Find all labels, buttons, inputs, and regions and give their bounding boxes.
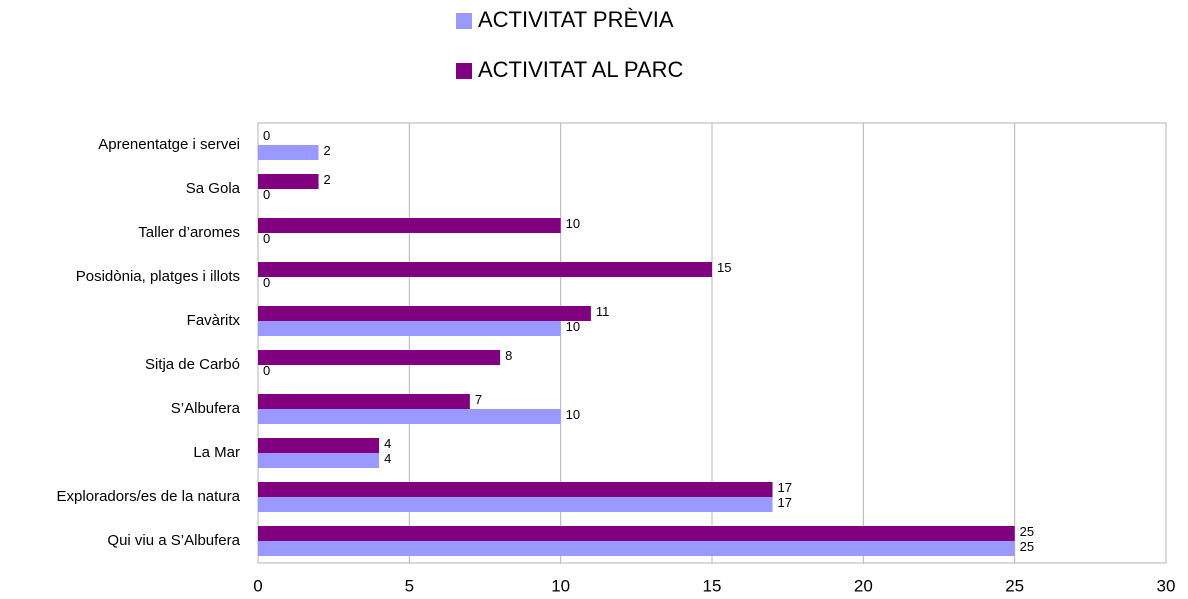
x-tick-label: 30: [1157, 576, 1176, 595]
plot-frame: [257, 122, 1167, 564]
bar: [258, 526, 1015, 541]
value-label: 17: [778, 480, 792, 495]
bar: [258, 541, 1015, 556]
value-label: 7: [475, 392, 482, 407]
value-label: 25: [1020, 539, 1034, 554]
value-label: 17: [778, 495, 792, 510]
legend-label: ACTIVITAT PRÈVIA: [478, 7, 674, 32]
bar: [258, 453, 380, 468]
value-label: 10: [566, 319, 580, 334]
y-tick-label: Sitja de Carbó: [145, 356, 240, 373]
value-label: 0: [263, 128, 270, 143]
value-label: 2: [324, 143, 331, 158]
value-label: 11: [596, 304, 610, 319]
bar: [258, 306, 591, 321]
bar: [258, 174, 319, 189]
legend-swatch: [456, 63, 472, 79]
bar: [258, 350, 501, 365]
legend-swatch: [456, 13, 472, 29]
value-label: 25: [1020, 524, 1034, 539]
value-label: 0: [263, 231, 270, 246]
bar: [258, 409, 561, 424]
x-tick-label: 25: [1005, 576, 1024, 595]
value-label: 0: [263, 187, 270, 202]
x-tick-label: 10: [551, 576, 570, 595]
x-tick-label: 15: [703, 576, 722, 595]
y-tick-label: Favàritx: [187, 312, 241, 329]
value-label: 10: [566, 407, 580, 422]
value-label: 4: [384, 436, 391, 451]
bar: [258, 145, 319, 160]
bar: [258, 497, 773, 512]
value-label: 15: [717, 260, 731, 275]
y-tick-label: Posidònia, platges i illots: [76, 268, 240, 285]
bar: [258, 394, 470, 409]
y-tick-label: Aprenentatge i servei: [98, 136, 240, 153]
bar: [258, 321, 561, 336]
y-tick-label: S’Albufera: [171, 400, 241, 417]
y-tick-label: Taller d’aromes: [138, 224, 240, 241]
bar: [258, 482, 773, 497]
legend-label: ACTIVITAT AL PARC: [478, 57, 683, 82]
y-tick-label: La Mar: [193, 444, 240, 461]
y-tick-label: Exploradors/es de la natura: [57, 488, 241, 505]
value-label: 0: [263, 363, 270, 378]
x-tick-label: 5: [405, 576, 414, 595]
x-tick-label: 20: [854, 576, 873, 595]
x-tick-label: 0: [253, 576, 262, 595]
value-label: 2: [324, 172, 331, 187]
bar: [258, 438, 380, 453]
value-label: 8: [505, 348, 512, 363]
value-label: 4: [384, 451, 391, 466]
bar: [258, 218, 561, 233]
value-label: 10: [566, 216, 580, 231]
bar: [258, 262, 712, 277]
value-label: 0: [263, 275, 270, 290]
y-tick-label: Sa Gola: [186, 180, 241, 197]
y-tick-label: Qui viu a S’Albufera: [107, 532, 240, 549]
